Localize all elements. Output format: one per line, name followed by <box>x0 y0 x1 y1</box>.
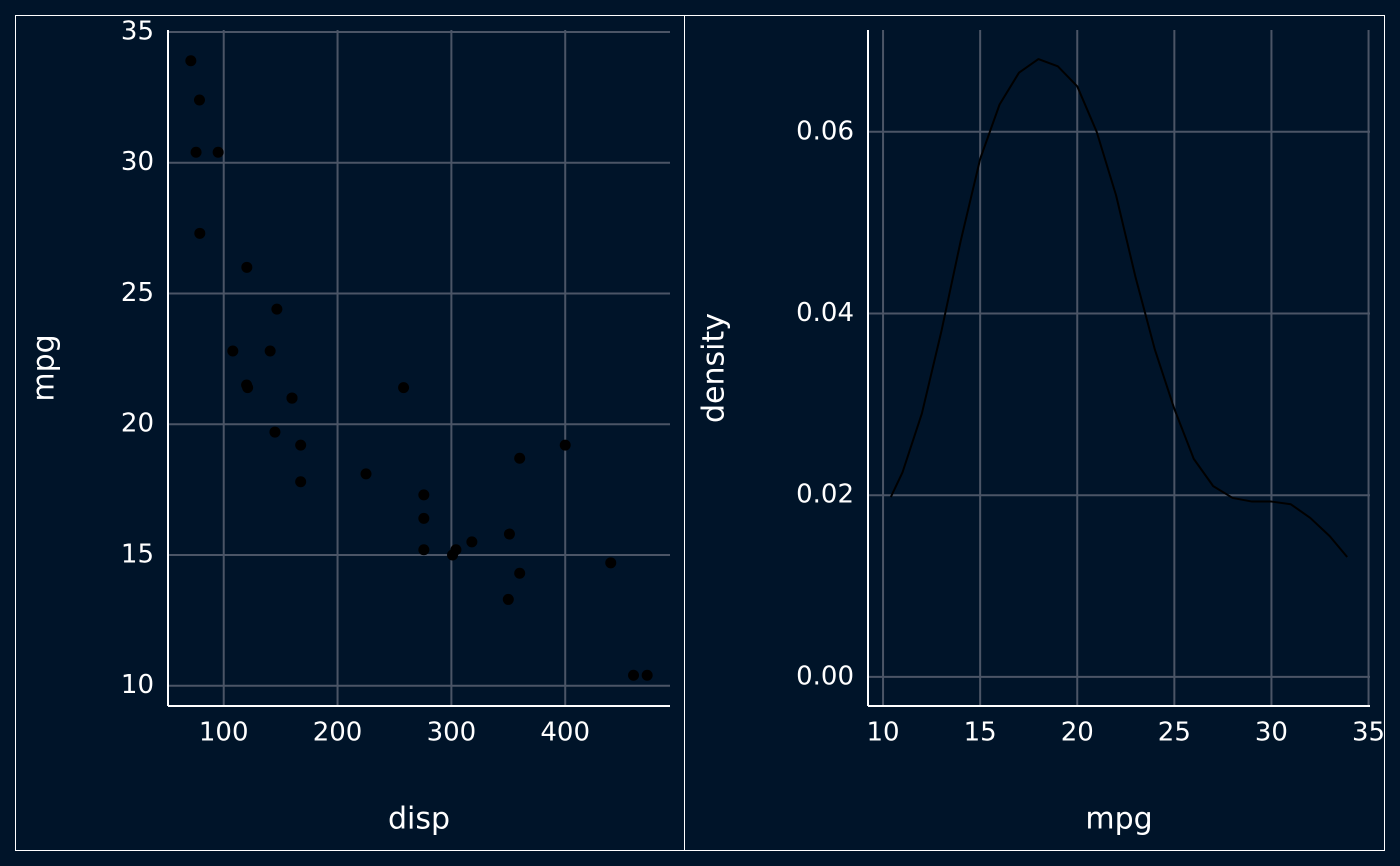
point <box>185 55 197 67</box>
x-tick-label: 200 <box>313 718 363 748</box>
point <box>212 146 224 158</box>
x-tick-label: 20 <box>1061 718 1094 748</box>
point <box>447 549 459 561</box>
point <box>502 593 514 605</box>
point <box>271 303 283 315</box>
x-tick-label: 30 <box>1255 718 1288 748</box>
y-tick-label: 35 <box>121 16 154 46</box>
y-axis-title: density <box>697 313 732 423</box>
point <box>398 382 410 394</box>
point <box>605 557 617 569</box>
y-tick-label: 10 <box>121 670 154 700</box>
y-tick-label: 0.00 <box>796 661 854 691</box>
density-line <box>889 58 1348 558</box>
point <box>514 452 526 464</box>
x-tick-label: 35 <box>1352 718 1385 748</box>
point <box>514 567 526 579</box>
point <box>360 468 372 480</box>
x-tick-label: 10 <box>867 718 900 748</box>
point <box>193 94 205 106</box>
x-tick-label: 300 <box>427 718 477 748</box>
x-tick-label: 25 <box>1158 718 1191 748</box>
point <box>418 489 430 501</box>
y-tick-label: 15 <box>121 539 154 569</box>
point <box>418 544 430 556</box>
point <box>242 382 254 394</box>
point <box>241 261 253 273</box>
x-axis-title: disp <box>388 802 450 837</box>
y-tick-label: 25 <box>121 278 154 308</box>
point <box>269 426 281 438</box>
point <box>628 669 640 681</box>
y-tick-label: 0.02 <box>796 480 854 510</box>
point <box>466 536 478 548</box>
point <box>503 528 515 540</box>
point <box>227 345 239 357</box>
point <box>295 439 307 451</box>
y-tick-label: 0.06 <box>796 116 854 146</box>
point <box>264 345 276 357</box>
x-tick-label: 400 <box>540 718 590 748</box>
outer-border <box>15 15 1385 851</box>
x-tick-label: 100 <box>199 718 249 748</box>
point <box>194 227 206 239</box>
y-axis-title: mpg <box>27 334 62 401</box>
point <box>295 476 307 488</box>
point <box>418 512 430 524</box>
y-tick-label: 20 <box>121 409 154 439</box>
y-tick-label: 0.04 <box>796 298 854 328</box>
point <box>190 146 202 158</box>
point <box>559 439 571 451</box>
x-tick-label: 15 <box>964 718 997 748</box>
x-axis-title: mpg <box>1085 802 1152 837</box>
point <box>641 669 653 681</box>
y-tick-label: 30 <box>121 147 154 177</box>
point <box>286 392 298 404</box>
